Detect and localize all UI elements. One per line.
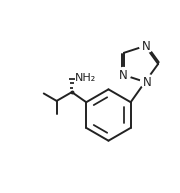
Text: N: N bbox=[143, 76, 152, 89]
Text: NH₂: NH₂ bbox=[75, 73, 96, 83]
Text: N: N bbox=[118, 69, 127, 82]
Text: N: N bbox=[141, 40, 150, 53]
